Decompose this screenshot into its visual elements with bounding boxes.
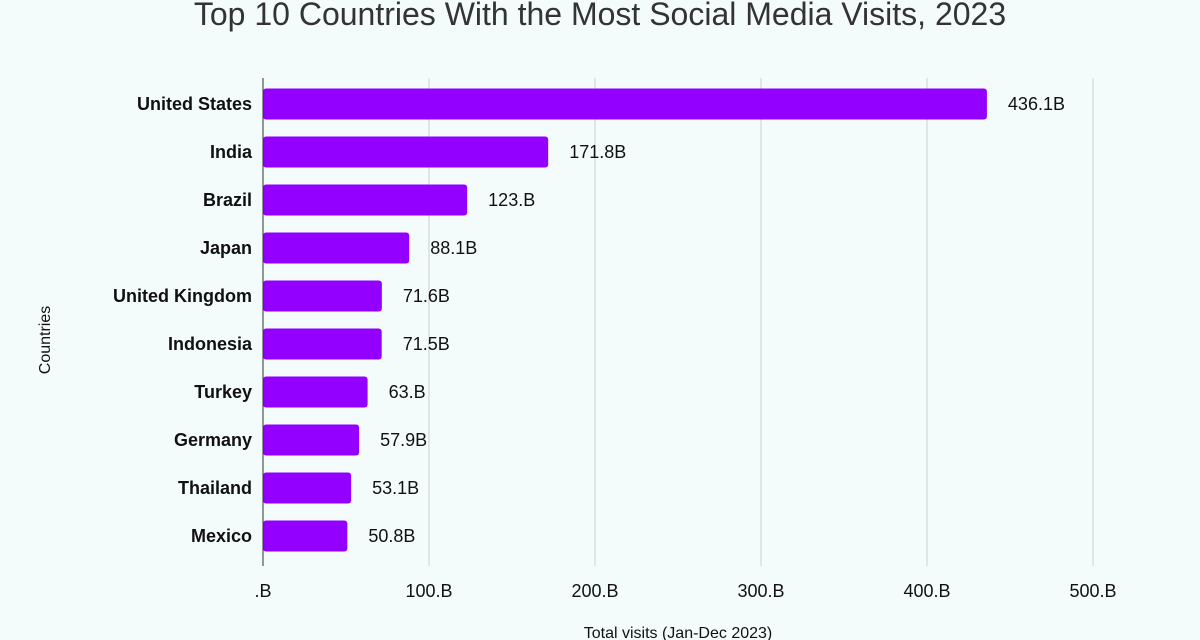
data-label: 123.B	[488, 190, 535, 210]
data-label: 57.9B	[380, 430, 427, 450]
bars	[263, 88, 987, 552]
data-label: 436.1B	[1008, 94, 1065, 114]
bar	[263, 472, 352, 504]
category-label: United States	[137, 94, 252, 114]
bar	[263, 184, 468, 216]
category-label: Indonesia	[168, 334, 253, 354]
x-tick-label: 200.B	[571, 581, 618, 601]
category-label: Thailand	[178, 478, 252, 498]
category-label: Japan	[200, 238, 252, 258]
category-label: Mexico	[191, 526, 252, 546]
data-label: 50.8B	[368, 526, 415, 546]
bar	[263, 328, 382, 360]
chart-title: Top 10 Countries With the Most Social Me…	[193, 0, 1007, 32]
category-label: Germany	[174, 430, 252, 450]
bar	[263, 424, 360, 456]
x-tick-label: 500.B	[1069, 581, 1116, 601]
data-label: 71.6B	[403, 286, 450, 306]
category-label: Brazil	[203, 190, 252, 210]
bar	[263, 232, 410, 264]
data-label: 88.1B	[430, 238, 477, 258]
bar	[263, 280, 382, 312]
x-tick-label: 300.B	[737, 581, 784, 601]
data-label: 53.1B	[372, 478, 419, 498]
x-axis-title: Total visits (Jan-Dec 2023)	[584, 625, 773, 640]
x-tick-label: 400.B	[903, 581, 950, 601]
category-label: United Kingdom	[113, 286, 252, 306]
data-label: 171.8B	[569, 142, 626, 162]
x-tick-label: .B	[254, 581, 271, 601]
category-label: India	[210, 142, 253, 162]
labels: .B 100.B 200.B 300.B 400.B 500.B United States…	[113, 94, 1117, 601]
bar	[263, 136, 549, 168]
data-label: 63.B	[389, 382, 426, 402]
category-label: Turkey	[194, 382, 252, 402]
data-label: 71.5B	[403, 334, 450, 354]
x-tick-label: 100.B	[405, 581, 452, 601]
bar	[263, 376, 368, 408]
bar	[263, 88, 987, 120]
y-axis-title: Countries	[37, 306, 54, 374]
bar	[263, 520, 348, 552]
